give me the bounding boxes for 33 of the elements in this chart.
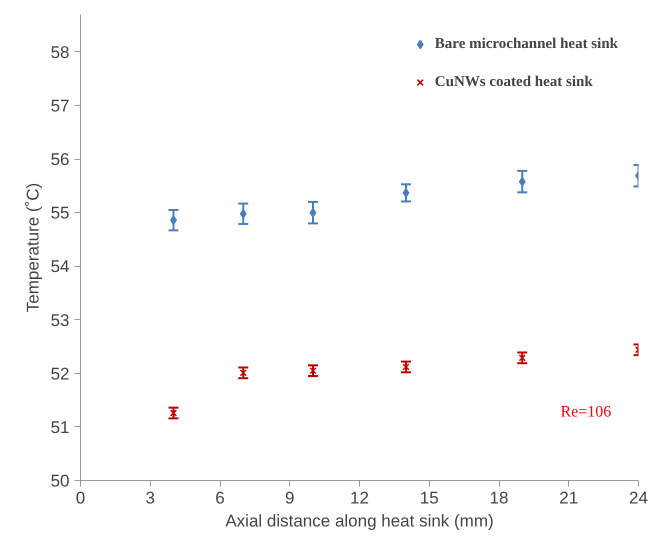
legend-label: CuNWs coated heat sink bbox=[434, 74, 593, 90]
y-tick-label: 53 bbox=[50, 310, 70, 330]
y-axis-title: Temperature (˚C) bbox=[24, 182, 43, 312]
x-tick-label: 0 bbox=[76, 488, 86, 508]
y-tick-label: 52 bbox=[50, 364, 70, 384]
point bbox=[402, 188, 410, 198]
y-tick-label: 55 bbox=[50, 204, 70, 223]
point bbox=[240, 209, 247, 219]
x-tick-label: 18 bbox=[490, 488, 508, 508]
point bbox=[170, 409, 178, 417]
point bbox=[518, 354, 526, 362]
x-tick-label: 21 bbox=[559, 488, 578, 508]
y-tick-label: 50 bbox=[50, 472, 70, 490]
y-tick-label: 57 bbox=[50, 96, 70, 116]
x-tick-label: 6 bbox=[215, 488, 225, 508]
point bbox=[309, 367, 317, 374]
point bbox=[240, 369, 247, 376]
x-tick-label: 12 bbox=[350, 488, 369, 508]
y-tick-label: 54 bbox=[50, 257, 70, 276]
point bbox=[170, 215, 177, 225]
x-tick-label: 3 bbox=[146, 488, 155, 508]
point bbox=[310, 208, 316, 218]
y-tick-label: 56 bbox=[50, 150, 70, 170]
y-tick-label: 51 bbox=[50, 418, 70, 437]
y-tick-label: 58 bbox=[50, 42, 70, 62]
x-axis-title: Axial distance along heat sink (mm) bbox=[225, 512, 494, 530]
x-tick-label: 24 bbox=[629, 488, 648, 508]
legend-label: Bare microchannel heat sink bbox=[434, 36, 618, 52]
annotation: Re=106 bbox=[560, 404, 612, 420]
point bbox=[402, 363, 410, 371]
x-tick-label: 15 bbox=[420, 488, 439, 508]
point bbox=[518, 176, 526, 186]
x-tick-label: 9 bbox=[285, 488, 294, 508]
